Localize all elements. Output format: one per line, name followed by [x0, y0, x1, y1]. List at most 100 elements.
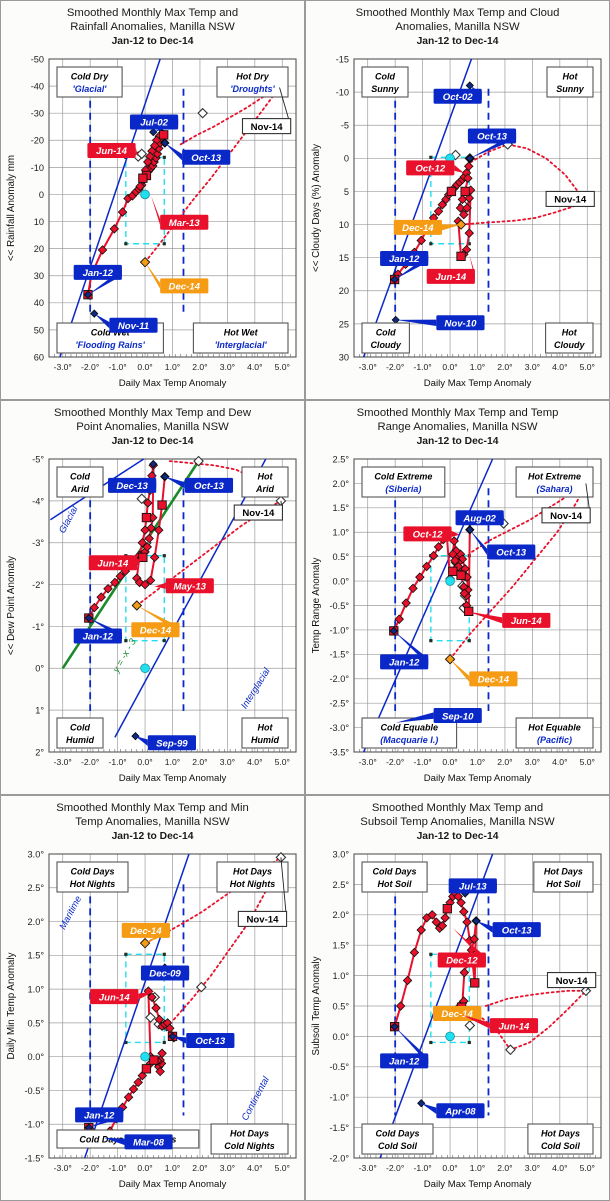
svg-text:60: 60	[34, 352, 44, 362]
data-marker	[416, 925, 427, 935]
data-marker	[149, 552, 160, 563]
svg-text:0°: 0°	[35, 664, 44, 674]
svg-text:0.0°: 0.0°	[28, 1052, 45, 1062]
callout-label: Sep-10	[442, 711, 474, 722]
callout-apr-08[interactable]: Apr-08	[421, 1103, 485, 1119]
callout-oct-13[interactable]: Oct-13	[164, 476, 234, 493]
reference-month-marker	[83, 290, 93, 299]
svg-text:-5°: -5°	[32, 454, 44, 464]
quadrant-label-bottom-right: Hot Days Cold Soil	[527, 1123, 594, 1155]
svg-text:Cold Dry: Cold Dry	[71, 72, 109, 82]
callout-mar-13[interactable]: Mar-13	[151, 195, 209, 230]
svg-text:1.5°: 1.5°	[333, 941, 350, 951]
callout-jul-13[interactable]: Jul-13	[448, 878, 497, 894]
callout-label: Oct-02	[443, 92, 474, 103]
month-square-marker	[138, 173, 148, 183]
callout-nov-14[interactable]: Nov-14	[233, 500, 284, 521]
callout-jan-12[interactable]: Jan-12	[73, 264, 122, 295]
callout-dec-14[interactable]: Dec-14	[450, 659, 518, 687]
svg-text:Cold Extreme: Cold Extreme	[374, 472, 432, 482]
callout-nov-10[interactable]: Nov-10	[395, 315, 485, 331]
data-marker	[427, 910, 437, 920]
quadrant-label-top-right: Hot Sunny	[546, 66, 594, 98]
callout-jan-12[interactable]: Jan-12	[380, 251, 429, 280]
callout-label: Nov-14	[550, 511, 583, 522]
callout-may-13[interactable]: May-13	[154, 578, 214, 594]
callout-aug-02[interactable]: Aug-02	[455, 510, 504, 526]
callout-nov-14[interactable]: Nov-14	[546, 972, 597, 992]
reference-month-marker	[90, 309, 99, 318]
data-marker	[143, 986, 154, 996]
callout-oct-02[interactable]: Oct-02	[433, 85, 482, 104]
reference-month-marker	[168, 1032, 177, 1041]
svg-text:20: 20	[34, 244, 44, 254]
svg-text:'Droughts': 'Droughts'	[230, 84, 275, 94]
svg-text:-2.0°: -2.0°	[386, 1163, 404, 1173]
callout-jun-14[interactable]: Jun-14	[462, 1015, 539, 1034]
svg-text:-2.0°: -2.0°	[81, 757, 99, 767]
callout-jan-12[interactable]: Jan-12	[75, 1107, 124, 1128]
callout-mar-08[interactable]: Mar-08	[103, 1134, 173, 1150]
callout-dec-14[interactable]: Dec-14	[393, 219, 462, 235]
callout-label: Mar-08	[133, 1138, 165, 1149]
callout-label: Jul-13	[459, 882, 487, 893]
open-diamond-marker	[505, 1044, 516, 1056]
svg-text:2.0°: 2.0°	[497, 757, 512, 767]
svg-text:-3.0°: -3.0°	[359, 1163, 377, 1173]
callout-oct-12[interactable]: Oct-12	[406, 160, 464, 176]
callout-oct-13[interactable]: Oct-13	[467, 128, 517, 159]
svg-text:4.0°: 4.0°	[552, 362, 567, 372]
callout-dec-12[interactable]: Dec-12	[437, 928, 486, 968]
quadrant-label-bottom-right: Hot Wet 'Interglacial'	[192, 322, 289, 354]
svg-text:Hot Days: Hot Days	[541, 1129, 580, 1139]
callout-nov-14[interactable]: Nov-14	[541, 483, 591, 524]
callout-nov-14[interactable]: Nov-14	[241, 87, 292, 135]
callout-jun-14[interactable]: Jun-14	[88, 555, 143, 571]
title-line-2: Temp Anomalies, Manilla NSW	[75, 815, 230, 828]
callout-jan-12[interactable]: Jan-12	[73, 618, 122, 644]
dec14-marker	[444, 653, 456, 665]
callout-dec-14[interactable]: Dec-14	[121, 922, 170, 944]
svg-text:Arid: Arid	[70, 484, 90, 494]
svg-text:0.0°: 0.0°	[333, 1032, 350, 1042]
data-marker	[459, 967, 470, 978]
callout-label: Oct-13	[194, 481, 225, 492]
svg-text:-2.0°: -2.0°	[386, 362, 404, 372]
month-square-marker	[470, 978, 480, 988]
callout-nov-14[interactable]: Nov-14	[545, 190, 595, 207]
y-axis-label-mintemp: Daily Min Temp Anomaly	[6, 952, 17, 1059]
reference-month-marker	[390, 275, 399, 284]
callout-nov-14[interactable]: Nov-14	[237, 857, 288, 927]
callout-nov-11[interactable]: Nov-11	[94, 313, 158, 333]
month-square-marker	[159, 130, 169, 140]
callout-label: Nov-14	[554, 195, 587, 206]
month-square-marker	[456, 570, 466, 580]
callout-jan-12[interactable]: Jan-12	[380, 1026, 429, 1069]
callout-oct-13[interactable]: Oct-13	[164, 142, 231, 165]
callout-jun-14[interactable]: Jun-14	[90, 989, 155, 1005]
callout-jun-14[interactable]: Jun-14	[87, 142, 139, 158]
callout-jun-14[interactable]: Jun-14	[426, 254, 475, 284]
dec14-marker	[131, 600, 143, 611]
chart-panel-dewpoint: Smoothed Monthly Max Temp and Dew Point A…	[0, 400, 305, 795]
title-subtitle: Jan-12 to Dec-14	[111, 435, 194, 447]
callout-oct-12[interactable]: Oct-12	[403, 526, 460, 542]
data-marker	[431, 917, 442, 927]
callout-dec-09[interactable]: Dec-09	[140, 965, 190, 981]
callout-label: Jun-14	[96, 146, 128, 157]
svg-text:-2.0°: -2.0°	[81, 362, 99, 372]
callout-dec-14[interactable]: Dec-14	[145, 262, 209, 294]
svg-text:-1.0°: -1.0°	[108, 362, 126, 372]
svg-text:2.0°: 2.0°	[192, 1163, 207, 1173]
callout-oct-13[interactable]: Oct-13	[476, 920, 541, 938]
callout-jul-02[interactable]: Jul-02	[129, 114, 179, 133]
svg-text:2.0°: 2.0°	[333, 479, 350, 489]
callout-oct-13[interactable]: Oct-13	[172, 1033, 235, 1049]
projection-line	[449, 482, 587, 661]
svg-text:-3.0°: -3.0°	[359, 757, 377, 767]
callout-sep-10[interactable]: Sep-10	[395, 708, 482, 724]
svg-text:Cold Days: Cold Days	[70, 867, 114, 877]
quadrant-label-bottom-left: Cold Days Cold Soil	[361, 1123, 434, 1155]
data-marker	[437, 920, 448, 931]
svg-text:2.0°: 2.0°	[28, 917, 45, 927]
